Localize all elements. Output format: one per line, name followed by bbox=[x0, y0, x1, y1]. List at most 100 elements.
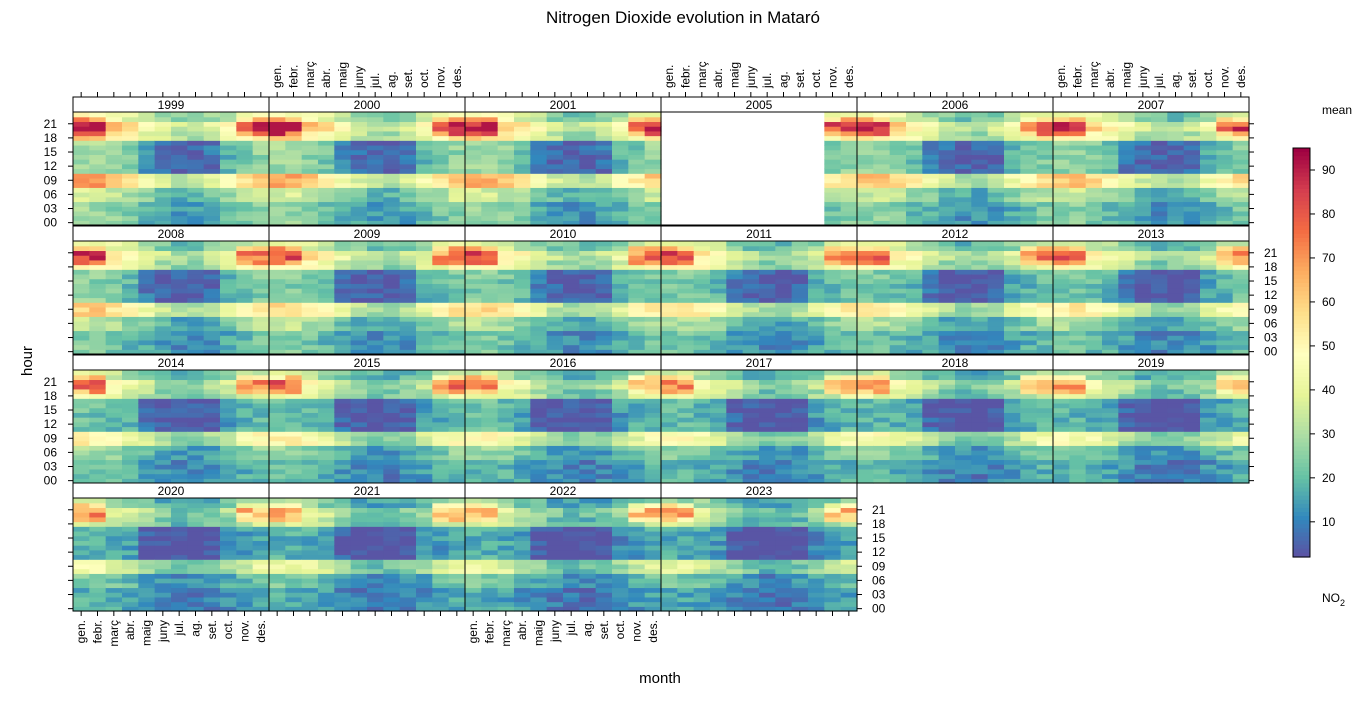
heat-cell bbox=[367, 302, 384, 308]
heat-cell bbox=[1200, 316, 1217, 322]
heat-cell bbox=[1085, 168, 1103, 174]
heat-cell bbox=[873, 339, 891, 346]
heat-cell bbox=[824, 159, 842, 165]
heat-cell bbox=[1085, 402, 1103, 409]
heat-cell bbox=[448, 311, 466, 317]
heat-cell bbox=[481, 210, 499, 217]
heat-cell bbox=[759, 311, 776, 317]
heat-cell bbox=[1102, 149, 1119, 155]
heat-cell bbox=[465, 370, 482, 376]
heat-cell bbox=[857, 140, 874, 146]
heat-cell bbox=[857, 135, 874, 141]
heat-cell bbox=[285, 292, 303, 299]
strip-label-2019: 2019 bbox=[1138, 356, 1165, 370]
heat-cell bbox=[595, 459, 613, 465]
heat-cell bbox=[203, 407, 221, 413]
heat-cell bbox=[252, 112, 270, 118]
heat-cell bbox=[514, 135, 531, 141]
heat-cell bbox=[138, 292, 156, 299]
heat-cell bbox=[1069, 149, 1087, 155]
heat-cell bbox=[840, 321, 858, 327]
heat-cell bbox=[1004, 374, 1021, 381]
heat-cell bbox=[122, 339, 139, 346]
heat-cell bbox=[530, 311, 548, 317]
heat-cell bbox=[922, 421, 940, 428]
heat-cell bbox=[563, 349, 580, 355]
heat-cell bbox=[318, 478, 335, 484]
heat-cell bbox=[334, 112, 352, 118]
heat-cell bbox=[481, 245, 499, 252]
heat-cell bbox=[1151, 220, 1168, 226]
heat-cell bbox=[644, 435, 662, 442]
heat-cell bbox=[171, 177, 188, 184]
heat-cell bbox=[1102, 182, 1119, 188]
heat-cell bbox=[791, 335, 809, 341]
heat-cell bbox=[171, 374, 188, 381]
heat-cell bbox=[612, 450, 629, 456]
heat-cell bbox=[432, 440, 450, 446]
heat-cell bbox=[416, 269, 433, 275]
heat-cell bbox=[628, 316, 646, 322]
heat-cell bbox=[808, 468, 825, 475]
heat-cell bbox=[1216, 201, 1234, 207]
heat-cell bbox=[889, 201, 907, 207]
heat-cell bbox=[301, 450, 319, 456]
heat-cell bbox=[922, 168, 940, 174]
heat-cell bbox=[105, 215, 123, 221]
heat-cell bbox=[889, 288, 907, 294]
heat-cell bbox=[416, 339, 433, 346]
heat-cell bbox=[1085, 292, 1103, 299]
heat-cell bbox=[465, 384, 482, 390]
heat-cell bbox=[612, 126, 629, 132]
heat-cell bbox=[1069, 454, 1087, 461]
heat-cell bbox=[1020, 264, 1038, 270]
heat-cell bbox=[775, 440, 793, 446]
heat-cell bbox=[857, 241, 874, 247]
heat-cell bbox=[367, 159, 384, 165]
heat-cell bbox=[1183, 149, 1201, 155]
heat-cell bbox=[791, 459, 809, 465]
heat-cell bbox=[1151, 206, 1168, 212]
heat-cell bbox=[955, 402, 972, 409]
heat-cell bbox=[269, 264, 286, 270]
heat-cell bbox=[138, 168, 156, 174]
heat-cell bbox=[808, 464, 825, 470]
heat-cell bbox=[367, 241, 384, 247]
heat-cell bbox=[1118, 407, 1136, 413]
heat-cell bbox=[661, 278, 678, 284]
heat-cell bbox=[350, 349, 368, 355]
heat-cell bbox=[1036, 473, 1054, 479]
heat-cell bbox=[1053, 370, 1070, 376]
heat-cell bbox=[906, 269, 923, 275]
heat-cell bbox=[1183, 196, 1201, 203]
heat-cell bbox=[1004, 306, 1021, 313]
heat-cell bbox=[840, 384, 858, 390]
heat-cell bbox=[775, 245, 793, 252]
heat-cell bbox=[1053, 311, 1070, 317]
heat-cell bbox=[367, 177, 384, 184]
heat-cell bbox=[1200, 149, 1217, 155]
heat-cell bbox=[497, 468, 515, 475]
heat-cell bbox=[889, 316, 907, 322]
heat-cell bbox=[612, 417, 629, 423]
heat-cell bbox=[252, 468, 270, 475]
heat-cell bbox=[334, 330, 352, 336]
heat-cell bbox=[465, 182, 482, 188]
heat-cell bbox=[1004, 159, 1021, 165]
heat-cell bbox=[906, 264, 923, 270]
heat-cell bbox=[252, 473, 270, 479]
heat-cell bbox=[138, 201, 156, 207]
heat-cell bbox=[285, 402, 303, 409]
heat-cell bbox=[1020, 168, 1038, 174]
heat-cell bbox=[89, 264, 107, 270]
heat-cell bbox=[465, 292, 482, 299]
heat-cell bbox=[432, 421, 450, 428]
heat-cell bbox=[252, 168, 270, 174]
heat-cell bbox=[971, 192, 989, 198]
heat-cell bbox=[171, 344, 188, 350]
heat-cell bbox=[677, 412, 695, 418]
heat-cell bbox=[1004, 393, 1021, 399]
heat-cell bbox=[971, 384, 989, 390]
heat-cell bbox=[220, 273, 237, 280]
heat-cell bbox=[138, 269, 156, 275]
